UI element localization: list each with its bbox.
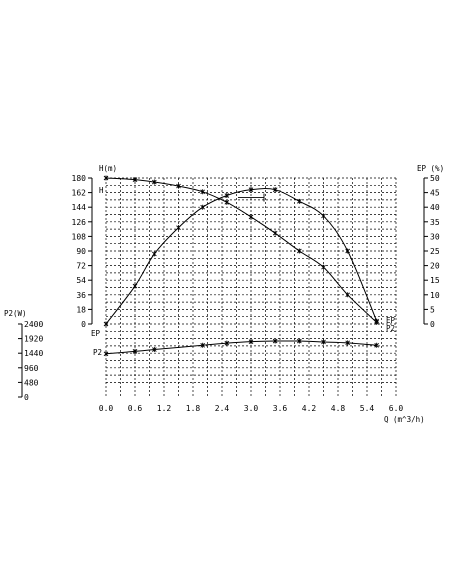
h-tick-label: 54 [76, 276, 86, 285]
p2-tick-label: 480 [24, 378, 39, 387]
data-point-h [345, 292, 350, 298]
h-tick-label: 18 [76, 305, 86, 314]
data-point-p2 [132, 348, 138, 354]
x-tick-label: 4.8 [331, 404, 346, 413]
x-tick-label: 6.0 [389, 404, 404, 413]
h-tick-label: 90 [76, 247, 86, 256]
curve-p2 [105, 340, 377, 355]
data-point-p2 [248, 339, 254, 345]
ep-tick-label: 35 [430, 218, 440, 227]
ep-tick-label: 45 [430, 189, 440, 198]
p2-axis-title: P2(W) [4, 309, 27, 318]
x-tick-label: 1.8 [186, 404, 201, 413]
data-point-h [321, 264, 326, 270]
p2-curve-label-left: P2 [93, 348, 102, 357]
ep-tick-label: 30 [430, 232, 440, 241]
data-point-h [176, 183, 181, 189]
grid-lines [105, 177, 397, 398]
data-point-h [152, 179, 157, 185]
data-markers [103, 175, 379, 357]
data-point-h [103, 175, 109, 181]
p2-tick-label: 1920 [24, 335, 43, 344]
h-tick-label: 180 [72, 174, 87, 183]
ep-tick-label: 25 [430, 247, 440, 256]
h-axis-title: H(m) [99, 164, 117, 173]
x-tick-label: 0.0 [99, 404, 114, 413]
data-point-h [272, 230, 278, 236]
data-point-ep [345, 248, 350, 254]
data-point-ep [321, 213, 326, 219]
data-point-p2 [374, 342, 379, 348]
data-point-p2 [345, 340, 350, 346]
ep-tick-label: 10 [430, 291, 440, 300]
h-tick-label: 36 [76, 291, 86, 300]
ep-tick-label: 0 [430, 320, 435, 329]
ep-tick-label: 5 [430, 305, 435, 314]
x-tick-label: 0.6 [128, 404, 143, 413]
data-point-h [200, 189, 205, 195]
data-point-ep [132, 283, 138, 289]
axes [18, 177, 428, 398]
ep-tick-label: 50 [430, 174, 440, 183]
ep-curve-label-left: EP [91, 329, 101, 338]
tick-labels: 1801621441261089072543618050454035302520… [24, 174, 440, 413]
p2-tick-label: 1440 [24, 349, 43, 358]
h-curve-label: H [99, 186, 104, 195]
data-point-p2 [103, 351, 109, 357]
data-point-h [248, 214, 254, 220]
h-tick-label: 108 [72, 232, 87, 241]
data-point-p2 [224, 340, 230, 346]
operating-point-marker [238, 193, 265, 202]
h-tick-label: 162 [72, 189, 87, 198]
ep-axis-title: EP (%) [417, 164, 444, 173]
data-point-ep [176, 225, 181, 231]
data-point-p2 [321, 339, 326, 345]
p2-tick-label: 0 [24, 393, 29, 402]
p2-tick-label: 2400 [24, 320, 43, 329]
curve-ep [105, 188, 378, 325]
x-axis-title: Q (m^3/h) [384, 415, 425, 424]
x-tick-label: 3.6 [273, 404, 288, 413]
data-point-ep [224, 193, 230, 199]
p2-tick-label: 960 [24, 364, 39, 373]
data-point-ep [297, 198, 302, 204]
x-tick-label: 2.4 [215, 404, 230, 413]
curves [105, 177, 378, 355]
data-point-ep [374, 318, 379, 324]
data-point-ep [152, 251, 157, 257]
x-tick-label: 5.4 [360, 404, 375, 413]
x-tick-label: 1.2 [157, 404, 172, 413]
h-tick-label: 72 [76, 262, 86, 271]
h-tick-label: 126 [72, 218, 87, 227]
data-point-ep [103, 321, 109, 327]
x-tick-label: 4.2 [302, 404, 317, 413]
ep-tick-label: 20 [430, 262, 440, 271]
data-point-p2 [152, 347, 157, 353]
ep-tick-label: 40 [430, 203, 440, 212]
h-tick-label: 144 [72, 203, 87, 212]
data-point-p2 [200, 342, 205, 348]
data-point-p2 [272, 338, 278, 344]
data-point-p2 [297, 338, 302, 344]
h-tick-label: 0 [81, 320, 86, 329]
ep-curve-label-right: EP [386, 316, 396, 325]
data-point-ep [272, 187, 278, 193]
data-point-h [132, 177, 138, 183]
p2-curve-label-right: P2 [386, 324, 395, 333]
data-point-ep [248, 187, 254, 193]
x-tick-label: 3.0 [244, 404, 259, 413]
ep-tick-label: 15 [430, 276, 440, 285]
data-point-h [224, 199, 230, 205]
data-point-ep [200, 204, 205, 210]
data-point-h [297, 248, 302, 254]
